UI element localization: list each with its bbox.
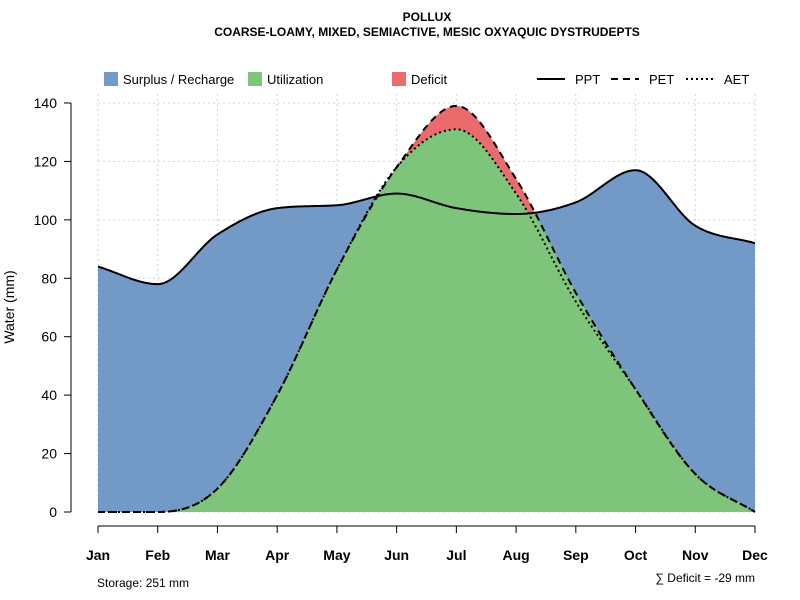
y-tick-label-100: 100: [34, 212, 58, 228]
x-tick-label-feb: Feb: [145, 547, 170, 563]
chart-title: POLLUX: [403, 10, 452, 24]
chart-subtitle: COARSE-LOAMY, MIXED, SEMIACTIVE, MESIC O…: [214, 25, 640, 39]
y-tick-label-40: 40: [41, 387, 57, 403]
x-tick-label-mar: Mar: [205, 547, 230, 563]
y-tick-label-60: 60: [41, 329, 57, 345]
x-tick-label-sep: Sep: [563, 547, 589, 563]
x-tick-label-may: May: [323, 547, 350, 563]
legend-label-deficit: Deficit: [411, 72, 448, 87]
legend-swatch-deficit: [392, 72, 406, 86]
x-tick-label-jan: Jan: [86, 547, 110, 563]
y-axis-label: Water (mm): [1, 270, 17, 343]
deficit-area-0: [398, 105, 535, 214]
x-tick-label-nov: Nov: [682, 547, 709, 563]
y-tick-label-120: 120: [34, 153, 58, 169]
aet-line: [98, 128, 756, 513]
legend-label-aet: AET: [724, 72, 749, 87]
legend-label-surplus: Surplus / Recharge: [123, 72, 234, 87]
x-tick-label-oct: Oct: [624, 547, 648, 563]
y-tick-label-140: 140: [34, 95, 58, 111]
filled-areas: [98, 105, 755, 513]
legend-label-ppt: PPT: [575, 72, 600, 87]
axes: 0 20 40 60 80 100 120 140 Jan Feb Mar Apr May Jun Jul A…: [34, 95, 768, 563]
y-tick-label-0: 0: [49, 504, 57, 520]
ppt-line: [97, 169, 756, 286]
legend-swatch-surplus: [104, 72, 118, 86]
utilization-area: [98, 105, 755, 513]
legend-swatch-utilization: [248, 72, 262, 86]
legend-label-pet: PET: [649, 72, 674, 87]
x-tick-label-dec: Dec: [742, 547, 768, 563]
x-tick-label-apr: Apr: [265, 547, 290, 563]
x-tick-label-jul: Jul: [446, 547, 466, 563]
y-tick-label-20: 20: [41, 446, 57, 462]
legend-label-utilization: Utilization: [267, 72, 323, 87]
series-lines: [97, 104, 756, 513]
legend: Surplus / Recharge Utilization Deficit P…: [104, 72, 749, 87]
deficit-note: ∑ Deficit = -29 mm: [655, 571, 755, 585]
x-tick-label-aug: Aug: [502, 547, 529, 563]
x-tick-label-jun: Jun: [384, 547, 409, 563]
y-tick-label-80: 80: [41, 270, 57, 286]
storage-note: Storage: 251 mm: [97, 576, 189, 590]
